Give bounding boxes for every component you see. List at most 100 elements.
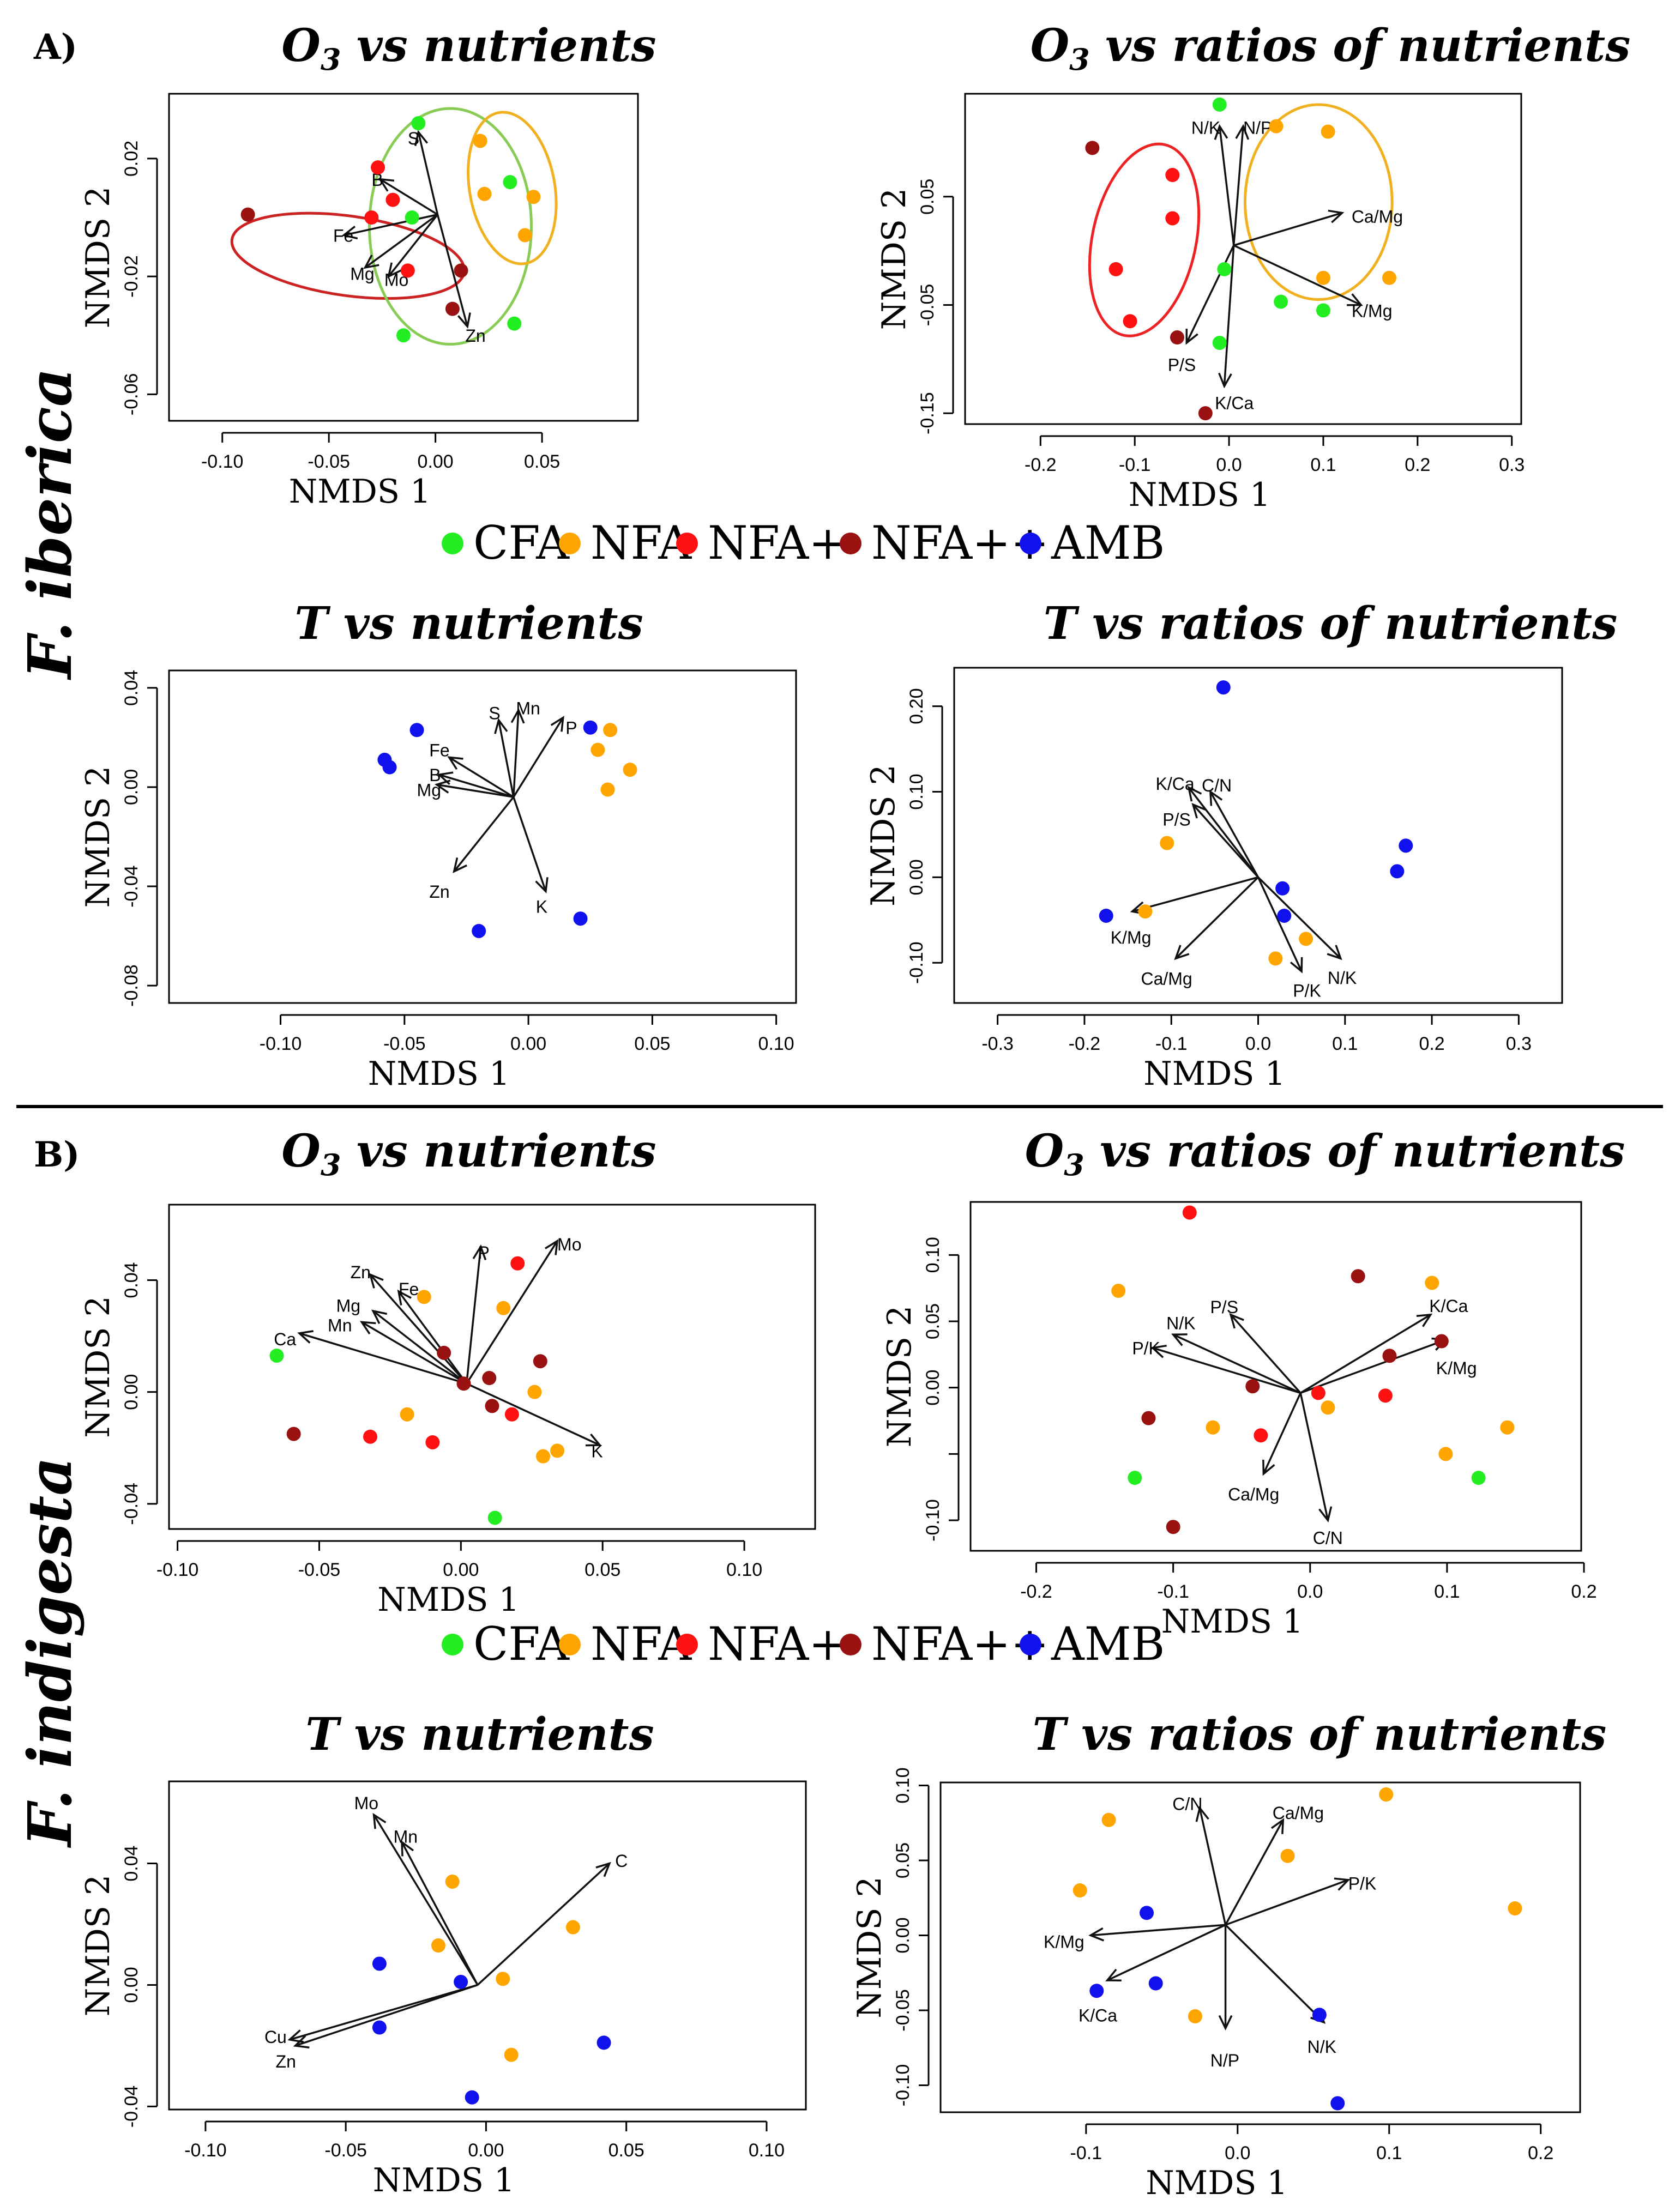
vector-label: C/N <box>1172 1794 1202 1814</box>
legend-item: NFA++ <box>840 1617 1049 1671</box>
x-tick-label: -0.2 <box>1025 455 1057 475</box>
data-point-nfa <box>536 1449 551 1464</box>
legend-item: NFA+ <box>676 516 847 570</box>
vector-arrow <box>299 1332 467 1385</box>
vector-label: C/N <box>1313 1528 1343 1548</box>
vector-label: Mg <box>336 1296 360 1316</box>
vector-arrowhead <box>1105 1968 1122 1982</box>
legend-item: NFA+ <box>676 1617 847 1671</box>
vector-arrow <box>1300 1314 1431 1394</box>
data-point-nfa <box>1101 1812 1116 1827</box>
x-tick-label: -0.10 <box>156 1560 199 1580</box>
data-point-nfap <box>1165 211 1180 226</box>
y-tick-label: 0.05 <box>917 179 938 215</box>
vector-label: Mn <box>394 1827 418 1846</box>
vector-arrow <box>513 710 520 797</box>
plot-area: K/Ca C/N P/S K/Mg Ca/Mg P/K N/K <box>1099 680 1413 1000</box>
vector-arrowhead <box>1185 328 1198 345</box>
data-point-nfapp <box>1245 1379 1260 1394</box>
vector-arrowhead <box>1262 1459 1275 1476</box>
y-tick-label: 0.00 <box>893 1917 913 1953</box>
x-tick-label: 0.00 <box>468 2140 504 2161</box>
data-point-nfa <box>1206 1420 1220 1435</box>
data-point-nfapp <box>1351 1269 1365 1284</box>
data-point-cfa <box>411 116 426 131</box>
x-tick-label: -0.1 <box>1157 1581 1189 1602</box>
vector-label: P/K <box>1293 981 1321 1000</box>
x-tick-label: 0.05 <box>585 1560 620 1580</box>
legend-label: CFA <box>473 516 570 570</box>
vector-arrowhead <box>1214 124 1228 140</box>
vector-arrow <box>1230 1314 1302 1394</box>
data-point-cfa <box>507 316 522 331</box>
data-point-nfa <box>1438 1447 1453 1461</box>
vector-label: Ca/Mg <box>1228 1484 1279 1504</box>
chart-a4: T vs ratios of nutrients-0.3 -0.2 -0.1 0.0 0… <box>864 597 1617 1093</box>
x-tick-label: 0.3 <box>1499 455 1525 475</box>
chart-title: T vs nutrients <box>294 597 643 650</box>
data-point-cfa <box>1274 294 1288 309</box>
chart-title: T vs nutrients <box>305 1708 654 1761</box>
data-point-cfa <box>1212 335 1227 350</box>
vector-label: P/S <box>1210 1297 1238 1317</box>
vector-arrowhead <box>535 877 549 893</box>
x-tick-label: -0.05 <box>324 2140 367 2161</box>
vector-label: S <box>489 703 500 723</box>
data-point-nfa <box>431 1938 445 1953</box>
vector-arrow <box>436 783 514 798</box>
x-tick-label: -0.2 <box>1020 1581 1052 1602</box>
data-point-nfa <box>1321 124 1335 139</box>
legend-swatch <box>676 1634 698 1655</box>
data-point-nfapp <box>456 1376 471 1391</box>
vector-arrow <box>1257 877 1303 972</box>
x-tick-label: 0.00 <box>443 1560 479 1580</box>
y-tick-label: 0.05 <box>893 1842 913 1878</box>
vector-arrow <box>373 1814 479 1986</box>
data-point-cfa <box>269 1348 284 1363</box>
plot-frame <box>168 93 639 422</box>
x-tick-label: 0.1 <box>1376 2143 1402 2163</box>
vector-arrowhead <box>369 1273 384 1289</box>
vector-label: S <box>408 129 419 148</box>
species-label-a: F. iberica <box>15 368 85 680</box>
data-point-amb <box>1275 881 1290 896</box>
y-tick-label: -0.10 <box>906 942 927 984</box>
data-point-nfa <box>517 228 532 243</box>
x-tick-label: 0.2 <box>1528 2143 1553 2163</box>
vector-arrowhead <box>1187 785 1202 802</box>
vector-arrow <box>1172 1333 1301 1394</box>
data-point-amb <box>472 923 486 938</box>
vector-arrow <box>1233 211 1343 246</box>
vector-label: K <box>591 1441 602 1461</box>
legend-swatch <box>442 533 463 554</box>
vector-arrow <box>438 773 514 798</box>
legend-label: NFA++ <box>871 1617 1049 1671</box>
vector-label: Mn <box>516 698 540 718</box>
vector-label: K/Mg <box>1044 1932 1084 1952</box>
data-point-amb <box>1148 1976 1163 1991</box>
x-tick-label: 0.0 <box>1245 1034 1271 1054</box>
data-point-amb <box>1330 2096 1345 2111</box>
group-ellipse <box>467 111 558 265</box>
plot-area: S Mn P Fe BMg Zn K <box>377 698 637 938</box>
y-tick-label: 0.10 <box>923 1237 943 1273</box>
vector-label: N/P <box>1243 118 1272 138</box>
data-point-nfap <box>425 1435 440 1449</box>
data-point-nfap <box>1311 1386 1325 1400</box>
data-point-nfapp <box>1166 1520 1180 1534</box>
data-point-nfa <box>504 2047 519 2062</box>
data-point-nfa <box>1508 1901 1522 1915</box>
vector-label: Ca <box>274 1329 296 1349</box>
data-point-amb <box>597 2035 611 2050</box>
plot-area: N/K N/P Ca/Mg K/Mg P/S K/Ca <box>1085 97 1403 421</box>
vector-label: P <box>565 718 577 738</box>
species-label-b: F. indigesta <box>15 1457 85 1848</box>
data-point-amb <box>372 1956 387 1971</box>
vector-arrowhead <box>1229 1313 1244 1329</box>
vector-arrowhead <box>397 1289 412 1306</box>
vector-arrow <box>1219 126 1235 246</box>
vector-arrow <box>1225 1819 1284 1926</box>
y-tick-label: -0.05 <box>917 284 938 327</box>
vector-arrowhead <box>585 1433 602 1447</box>
vector-arrowhead <box>297 1330 314 1344</box>
